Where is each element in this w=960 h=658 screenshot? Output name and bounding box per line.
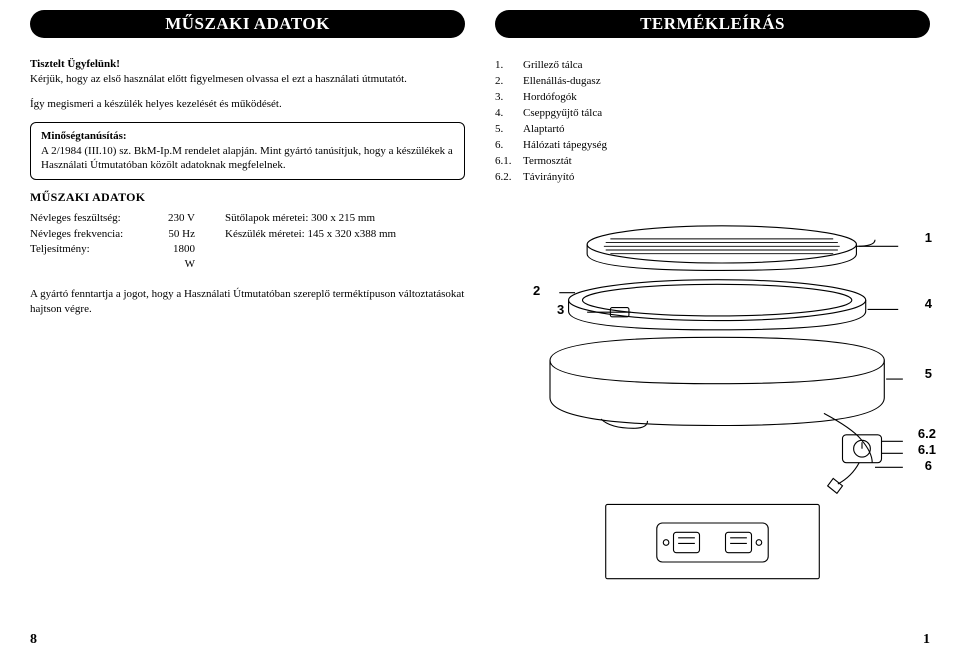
spec-power-val: 1800 W xyxy=(165,242,195,273)
part-row-62: 6.2.Távirányító xyxy=(495,170,930,186)
specs-dimensions: Sütőlapok méretei: 300 x 215 mm Készülék… xyxy=(225,211,465,273)
callout-2: 2 xyxy=(533,283,540,298)
left-page-number: 8 xyxy=(30,632,37,648)
part-row-6: 6.Hálózati tápegység xyxy=(495,138,930,154)
disclaimer: A gyártó fenntartja a jogot, hogy a Hasz… xyxy=(30,287,465,317)
greeting: Tisztelt Ügyfelünk! xyxy=(30,58,465,70)
right-header: TERMÉKLEÍRÁS xyxy=(495,10,930,38)
part-row-1: 1.Grillező tálca xyxy=(495,58,930,74)
part-row-4: 4.Cseppgyűjtő tálca xyxy=(495,106,930,122)
callout-61: 6.1 xyxy=(918,442,936,457)
left-page: MŰSZAKI ADATOK Tisztelt Ügyfelünk! Kérjü… xyxy=(0,0,480,658)
part-row-5: 5.Alaptartó xyxy=(495,122,930,138)
part-row-2: 2.Ellenállás-dugasz xyxy=(495,74,930,90)
spec-plate-dim: Sütőlapok méretei: 300 x 215 mm xyxy=(225,211,465,226)
part-row-61: 6.1.Termosztát xyxy=(495,154,930,170)
specs-labels: Névleges feszültség: Névleges frekvencia… xyxy=(30,211,165,273)
part-row-3: 3.Hordófogók xyxy=(495,90,930,106)
right-page-number: 1 xyxy=(923,632,930,648)
intro-line-1: Kérjük, hogy az első használat előtt fig… xyxy=(30,72,465,87)
spec-freq-label: Névleges frekvencia: xyxy=(30,227,165,242)
page-spread: MŰSZAKI ADATOK Tisztelt Ügyfelünk! Kérjü… xyxy=(0,0,960,658)
callout-62: 6.2 xyxy=(918,426,936,441)
diagram-svg xyxy=(495,198,930,588)
intro-line-2: Így megismeri a készülék helyes kezelésé… xyxy=(30,97,465,112)
spec-voltage-val: 230 V xyxy=(165,211,195,226)
callout-3: 3 xyxy=(557,302,564,317)
spec-device-dim: Készülék méretei: 145 x 320 x388 mm xyxy=(225,227,465,242)
spec-voltage-label: Névleges feszültség: xyxy=(30,211,165,226)
callout-5: 5 xyxy=(925,366,932,381)
specs-block: Névleges feszültség: Névleges frekvencia… xyxy=(30,211,465,273)
callout-6: 6 xyxy=(925,458,932,473)
callout-4: 4 xyxy=(925,296,932,311)
spec-freq-val: 50 Hz xyxy=(165,227,195,242)
right-page: TERMÉKLEÍRÁS 1.Grillező tálca 2.Ellenáll… xyxy=(480,0,960,658)
quality-title: Minőségtanúsítás: xyxy=(41,130,127,142)
left-header: MŰSZAKI ADATOK xyxy=(30,10,465,38)
parts-list: 1.Grillező tálca 2.Ellenállás-dugasz 3.H… xyxy=(495,58,930,186)
quality-box: Minőségtanúsítás: A 2/1984 (III.10) sz. … xyxy=(30,122,465,181)
quality-body: A 2/1984 (III.10) sz. BkM-Ip.M rendelet … xyxy=(41,145,453,172)
callout-1: 1 xyxy=(925,230,932,245)
spec-power-label: Teljesítmény: xyxy=(30,242,165,257)
product-diagram: 1 3 2 4 5 6.2 6.1 6 xyxy=(495,198,930,588)
specs-subheader: MŰSZAKI ADATOK xyxy=(30,190,465,205)
specs-values: 230 V 50 Hz 1800 W xyxy=(165,211,225,273)
